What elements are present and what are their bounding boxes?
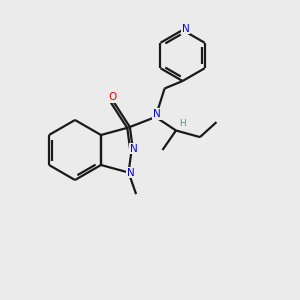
Text: N: N <box>153 109 161 119</box>
Text: N: N <box>130 143 138 154</box>
Text: H: H <box>179 119 186 128</box>
Text: N: N <box>127 167 135 178</box>
Text: N: N <box>182 23 190 34</box>
Text: O: O <box>108 92 116 103</box>
